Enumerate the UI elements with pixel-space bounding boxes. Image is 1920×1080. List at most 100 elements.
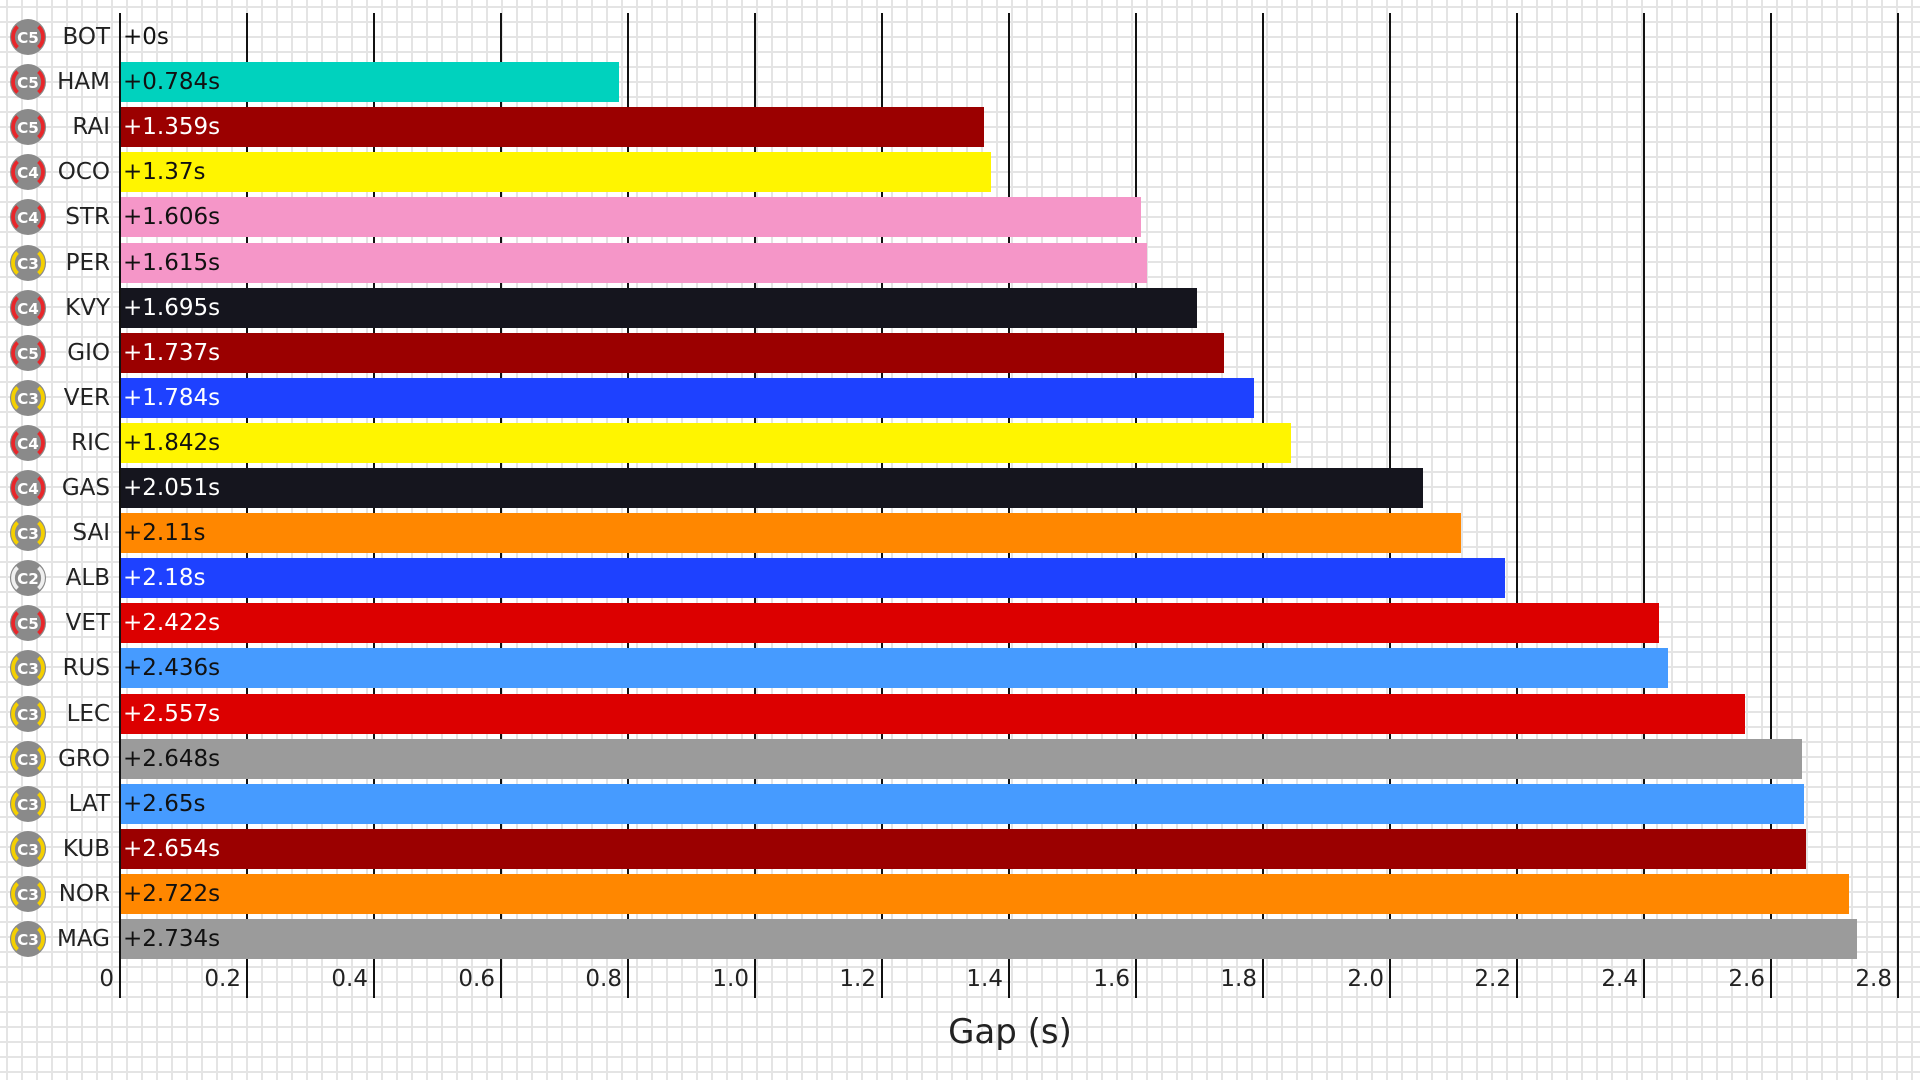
driver-label: RAI (72, 114, 110, 141)
gap-bar (121, 603, 1659, 644)
chart-row: C3 GRO +2.648s (0, 737, 1920, 782)
svg-text:C4: C4 (17, 164, 39, 182)
chart-row: C3 LAT +2.65s (0, 782, 1920, 827)
gap-bar (121, 513, 1461, 554)
driver-label: MAG (57, 926, 110, 952)
svg-text:C3: C3 (17, 390, 39, 408)
gap-bar (121, 783, 1804, 824)
gap-value-label: +2.422s (123, 610, 221, 637)
x-tick-label: 0.4 (331, 966, 368, 992)
svg-text:C3: C3 (17, 661, 39, 679)
gridline (1643, 13, 1645, 998)
driver-label: ALB (65, 565, 110, 592)
gap-value-label: +1.842s (123, 429, 221, 456)
tyre-compound-icon: C5 (9, 64, 47, 101)
x-tick-label: 1.0 (712, 966, 749, 992)
tyre-compound-icon: C4 (9, 154, 47, 191)
gap-bar (121, 107, 984, 148)
chart-row: C4 GAS +2.051s (0, 466, 1920, 511)
x-tick-label: 2.4 (1601, 966, 1638, 992)
gap-value-label: +2.18s (123, 565, 206, 592)
gap-value-label: +2.051s (123, 475, 221, 501)
gap-value-label: +1.606s (123, 204, 221, 231)
y-axis-line (119, 13, 121, 998)
svg-text:C3: C3 (17, 751, 39, 769)
chart-row: C3 VER +1.784s (0, 376, 1920, 421)
chart-row: C2 ALB +2.18s (0, 556, 1920, 601)
svg-text:C4: C4 (17, 300, 39, 318)
gap-bar (121, 152, 991, 193)
chart-row: C5 BOT +0s (0, 15, 1920, 60)
chart-row: C4 RIC +1.842s (0, 421, 1920, 466)
tyre-compound-icon: C3 (9, 830, 47, 867)
gap-value-label: +0.784s (123, 69, 221, 96)
svg-text:C4: C4 (17, 435, 39, 453)
tyre-compound-icon: C5 (9, 334, 47, 371)
tyre-compound-icon: C3 (9, 695, 47, 732)
chart-row: C3 PER +1.615s (0, 241, 1920, 286)
driver-label: KVY (65, 294, 110, 321)
svg-text:C3: C3 (17, 841, 39, 859)
gap-bar (121, 558, 1506, 599)
gap-value-label: +2.654s (123, 835, 221, 862)
x-tick-label: 1.8 (1220, 966, 1257, 992)
gap-bar (121, 693, 1745, 734)
x-tick-label: 0.8 (585, 966, 622, 992)
gridline (1897, 13, 1899, 998)
gap-value-label: +1.359s (123, 114, 221, 141)
chart-row: C4 KVY +1.695s (0, 286, 1920, 331)
gap-value-label: +2.722s (123, 880, 221, 907)
chart-row: C3 MAG +2.734s (0, 917, 1920, 962)
tyre-compound-icon: C4 (9, 469, 47, 507)
gridline (1770, 13, 1772, 998)
x-tick-label: 2.2 (1474, 966, 1511, 992)
x-tick-label: 1.2 (839, 966, 876, 992)
gap-value-label: +2.557s (123, 700, 221, 727)
driver-label: GAS (61, 475, 110, 501)
x-tick-label: 2.6 (1728, 966, 1765, 992)
gap-value-label: +2.65s (123, 790, 206, 817)
driver-label: RIC (71, 429, 110, 456)
tyre-compound-icon: C5 (9, 18, 47, 56)
tyre-compound-icon: C4 (9, 424, 47, 461)
x-axis-title: Gap (s) (948, 1012, 1072, 1052)
driver-label: LEC (66, 700, 110, 727)
x-tick-label: 0.2 (204, 966, 241, 992)
gap-value-label: +0s (123, 24, 169, 50)
chart-row: C5 VET +2.422s (0, 601, 1920, 646)
gap-value-label: +2.436s (123, 655, 221, 682)
driver-label: RUS (62, 655, 110, 682)
x-tick-label: 2.0 (1347, 966, 1384, 992)
driver-label: GIO (67, 339, 110, 366)
gap-value-label: +1.37s (123, 159, 206, 186)
svg-text:C3: C3 (17, 796, 39, 814)
gridline (1516, 13, 1518, 998)
svg-text:C5: C5 (17, 74, 39, 92)
tyre-compound-icon: C3 (9, 740, 47, 777)
driver-label: LAT (68, 790, 110, 817)
gap-value-label: +1.615s (123, 249, 221, 276)
gap-bar (121, 422, 1291, 463)
gap-bar (121, 377, 1254, 418)
svg-text:C5: C5 (17, 119, 39, 137)
svg-text:C4: C4 (17, 480, 39, 498)
gap-bar (121, 919, 1858, 959)
svg-text:C5: C5 (17, 345, 39, 363)
x-tick-label: 2.8 (1855, 966, 1892, 992)
tyre-compound-icon: C3 (9, 875, 47, 912)
svg-text:C5: C5 (17, 615, 39, 633)
chart-row: C3 SAI +2.11s (0, 511, 1920, 556)
tyre-compound-icon: C3 (9, 379, 47, 416)
chart-row: C3 RUS +2.436s (0, 646, 1920, 691)
tyre-compound-icon: C4 (9, 289, 47, 326)
gap-value-label: +2.11s (123, 520, 206, 547)
gap-bar (121, 332, 1224, 373)
svg-text:C3: C3 (17, 525, 39, 543)
gap-bar (121, 62, 619, 103)
svg-text:C3: C3 (17, 886, 39, 904)
svg-text:C5: C5 (17, 29, 39, 47)
gap-bar (121, 738, 1803, 779)
chart-row: C4 OCO +1.37s (0, 150, 1920, 195)
driver-label: KUB (62, 835, 110, 862)
driver-label: VER (63, 384, 110, 411)
